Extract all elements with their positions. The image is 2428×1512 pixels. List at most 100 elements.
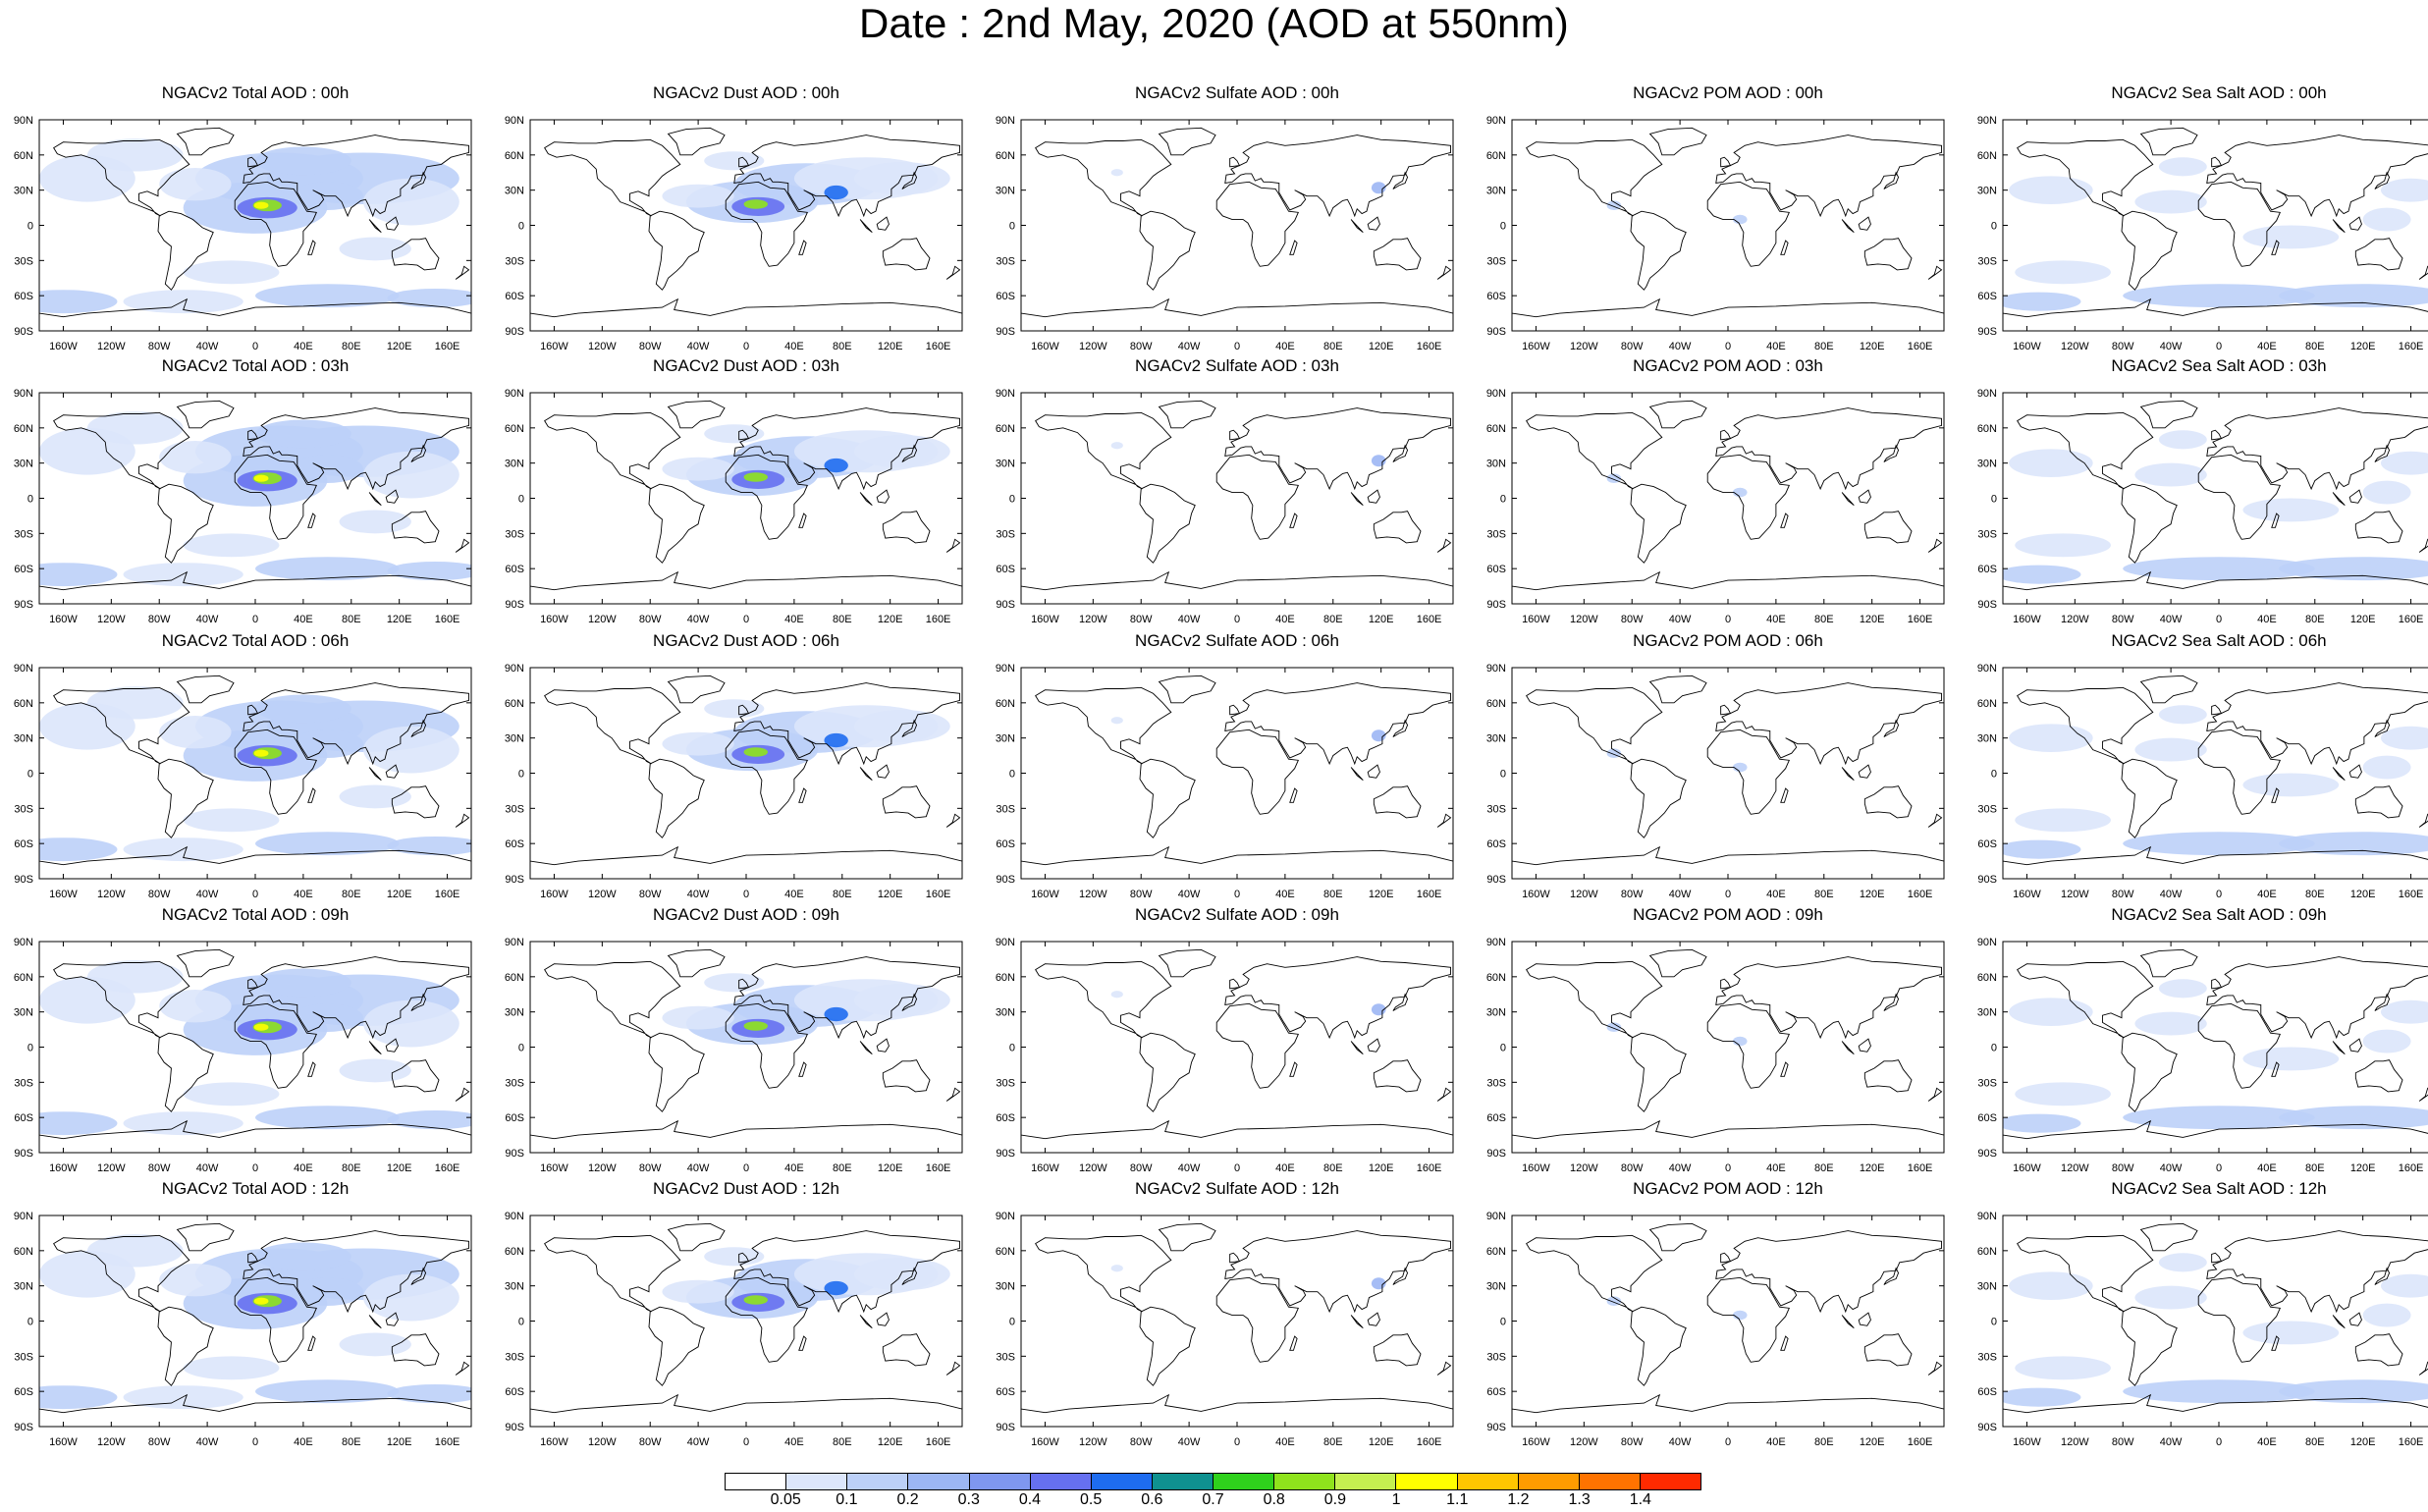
lat-tick-label: 30N [1486, 1007, 1506, 1019]
coastline [2354, 1059, 2403, 1093]
lon-tick-label: 0 [1725, 1436, 1731, 1448]
lon-tick-label: 160E [1908, 1436, 1933, 1448]
aod-plume [183, 1356, 280, 1380]
colorbar-swatch [847, 1474, 909, 1489]
panel-title: NGACv2 POM AOD : 03h [1633, 356, 1823, 375]
lat-tick-label: 90S [505, 1422, 524, 1433]
lon-tick-label: 160W [49, 1162, 78, 1174]
world-map: 90N 60N 30N 0 30S 60S 90S 160W 120W 80W 40W 0 40E 80E… [1486, 663, 1945, 900]
lat-tick-label: 60N [996, 1246, 1015, 1258]
lat-tick-label: 30S [14, 1351, 33, 1363]
aod-plume [363, 1273, 459, 1322]
lon-tick-label: 0 [1725, 1162, 1731, 1174]
coastline [1021, 570, 1453, 604]
lon-tick-label: 160E [2399, 1436, 2424, 1448]
map-panel: NGACv2 Sulfate AOD : 09h 90N 60N 30N 0 30S 60S… [982, 906, 1473, 1183]
coastline [1858, 764, 1871, 779]
lon-tick-label: 40W [1178, 614, 1201, 625]
map-panel: NGACv2 Sulfate AOD : 03h 90N 60N 30N 0 30S 60S… [982, 357, 1473, 634]
map-frame [529, 1215, 963, 1428]
coastline [1229, 429, 1241, 441]
coastline [859, 1041, 873, 1055]
coastline [176, 675, 235, 704]
coastline [1367, 216, 1380, 231]
coastline [157, 210, 214, 291]
aod-plume [2362, 1303, 2411, 1327]
coastline [1289, 1335, 1298, 1351]
lat-tick-label: 90N [505, 1211, 524, 1222]
lon-tick-label: 80W [639, 341, 662, 352]
aod-plume [2003, 1387, 2081, 1407]
coastline [307, 240, 316, 255]
aod-plume [704, 1247, 765, 1267]
coastline [243, 407, 470, 491]
lat-tick-label: 0 [27, 221, 33, 233]
coastline [176, 400, 235, 429]
aod-plume [2381, 999, 2428, 1024]
lat-tick-label: 90N [505, 663, 524, 675]
lon-tick-label: 80W [148, 341, 171, 352]
coastline [859, 219, 873, 234]
colorbar-label: 0.9 [1323, 1491, 1346, 1508]
coastline [243, 135, 470, 218]
aod-plume [39, 563, 118, 587]
coastline [1526, 1234, 1663, 1313]
aod-plume [255, 968, 351, 998]
lat-tick-label: 0 [518, 494, 524, 506]
aod-plume [1110, 717, 1123, 725]
map-panel: NGACv2 Dust AOD : 03h 90N 60N 30N 0 30S 60S 90S… [491, 357, 982, 634]
coastline [1780, 240, 1789, 255]
coastline [1858, 489, 1871, 504]
colorbar-label: 0.3 [957, 1491, 980, 1508]
lon-tick-label: 40E [294, 614, 313, 625]
lon-tick-label: 160E [435, 889, 460, 900]
coastline [1436, 1087, 1452, 1102]
lat-tick-label: 90S [996, 1148, 1015, 1160]
lat-tick-label: 0 [518, 221, 524, 233]
aod-plume [387, 1384, 471, 1404]
panel-title: NGACv2 Sea Salt AOD : 03h [2111, 356, 2327, 375]
coastline [2354, 511, 2403, 544]
aod-plume [2134, 737, 2207, 762]
lon-tick-label: 120W [588, 1436, 617, 1448]
aod-plume [662, 457, 734, 481]
coastline [243, 1230, 470, 1314]
coastline [648, 483, 705, 564]
lat-tick-label: 90N [1486, 663, 1506, 675]
lat-tick-label: 60N [1486, 698, 1506, 710]
coastline [1883, 444, 1900, 462]
coastline [2197, 1276, 2281, 1363]
map-panel: NGACv2 Sea Salt AOD : 03h 90N 60N 30N 0 30S 60… [1964, 356, 2428, 634]
lon-tick-label: 120W [1570, 614, 1598, 625]
lat-tick-label: 60S [996, 1112, 1015, 1124]
coastline [1512, 1119, 1944, 1153]
coastline [2206, 135, 2428, 218]
lon-tick-label: 160E [926, 889, 951, 900]
aod-plume [255, 1106, 400, 1130]
lat-tick-label: 60S [505, 1386, 524, 1398]
lon-tick-label: 120W [1079, 889, 1107, 900]
coastline [2332, 1315, 2346, 1329]
coastline [307, 1335, 316, 1351]
coastline [410, 1267, 427, 1285]
world-map: 90N 60N 30N 0 30S 60S 90S 160W 120W 80W 40W 0 40E 80E… [996, 115, 1454, 352]
coastline [1927, 1361, 1943, 1376]
coastline [1858, 1038, 1871, 1053]
coastline [2348, 1312, 2362, 1326]
aod-plume [2134, 189, 2207, 214]
lon-tick-label: 160E [1417, 341, 1442, 352]
aod-plume [39, 1385, 118, 1410]
lon-tick-label: 40W [687, 614, 710, 625]
map-panel: NGACv2 Sea Salt AOD : 06h 90N 60N 30N 0 30S 60… [1964, 632, 2428, 909]
coastline [738, 978, 750, 990]
lat-tick-label: 60N [1486, 423, 1506, 435]
coastline [738, 704, 750, 716]
lon-tick-label: 40W [2160, 1436, 2183, 1448]
aod-plume [2015, 260, 2111, 285]
aod-plume [387, 289, 471, 308]
coastline [2374, 719, 2391, 737]
lat-tick-label: 60S [1977, 1112, 1997, 1124]
lat-tick-label: 90N [996, 388, 1015, 400]
coastline [2271, 787, 2280, 803]
lon-tick-label: 80E [1323, 341, 1343, 352]
